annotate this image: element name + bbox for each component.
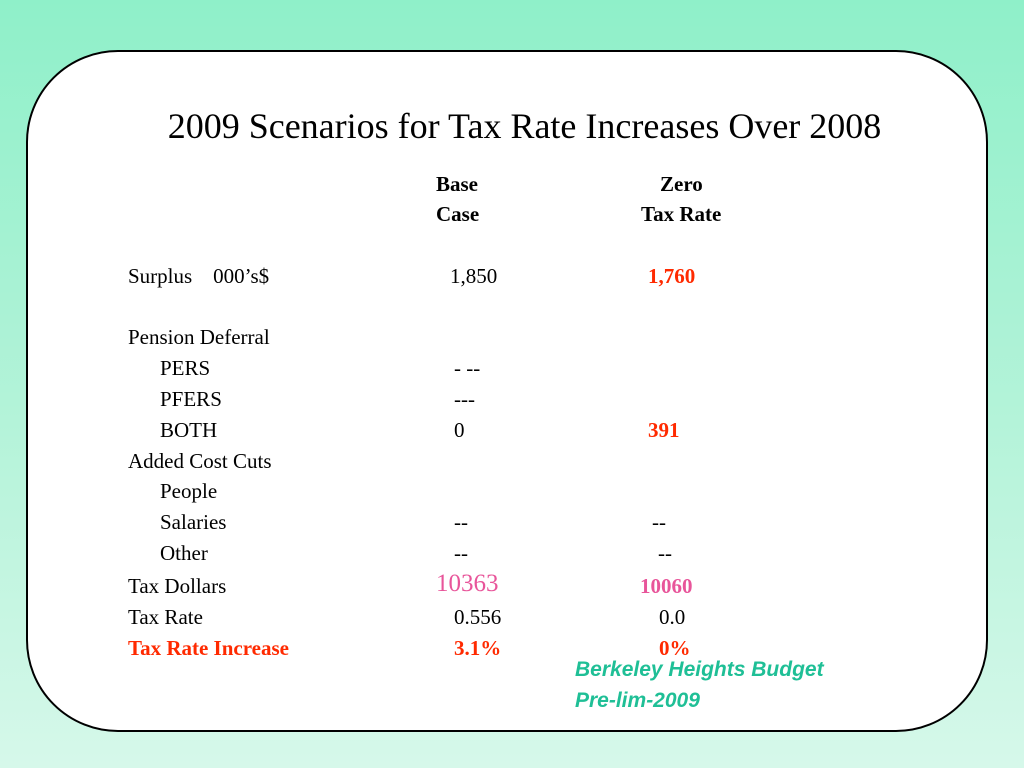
base-header-line1: Base [436, 172, 478, 196]
surplus-base-value: 1,850 [450, 264, 498, 288]
surplus-zero-value: 1,760 [648, 264, 696, 288]
pfers-label: PFERS [160, 387, 222, 411]
salaries-label: Salaries [160, 510, 227, 534]
tax-dollars-zero-value: 10060 [640, 574, 693, 598]
other-zero-value: -- [658, 541, 672, 565]
tax-rate-increase-label: Tax Rate Increase [128, 636, 289, 660]
surplus-label: Surplus 000’s$ [128, 264, 270, 288]
footer-org-name: Berkeley Heights Budget [575, 658, 824, 681]
tax-rate-increase-zero-value: 0% [659, 636, 691, 660]
tax-dollars-label: Tax Dollars [128, 574, 227, 598]
both-label: BOTH [160, 418, 218, 442]
tax-dollars-base-value: 10363 [436, 570, 499, 597]
tax-rate-increase-base-value: 3.1% [454, 636, 502, 660]
salaries-base-value: -- [454, 510, 468, 534]
pfers-base-value: --- [454, 387, 475, 411]
pers-label: PERS [160, 356, 211, 380]
pers-base-value: - -- [454, 356, 481, 380]
pension-deferral-label: Pension Deferral [128, 325, 270, 349]
slide-title: 2009 Scenarios for Tax Rate Increases Ov… [167, 106, 882, 146]
slide-card [26, 50, 988, 732]
both-base-value: 0 [454, 418, 465, 442]
salaries-zero-value: -- [652, 510, 666, 534]
people-label: People [160, 479, 218, 503]
other-label: Other [160, 541, 208, 565]
tax-rate-base-value: 0.556 [454, 605, 502, 629]
base-header-line2: Case [436, 202, 480, 226]
footer-doc-label: Pre-lim-2009 [575, 689, 700, 712]
both-zero-value: 391 [648, 418, 680, 442]
tax-rate-zero-value: 0.0 [659, 605, 686, 629]
zero-header-line1: Zero [660, 172, 703, 196]
tax-rate-label: Tax Rate [128, 605, 203, 629]
zero-header-line2: Tax Rate [641, 202, 722, 226]
other-base-value: -- [454, 541, 468, 565]
added-cost-cuts-label: Added Cost Cuts [128, 449, 272, 473]
